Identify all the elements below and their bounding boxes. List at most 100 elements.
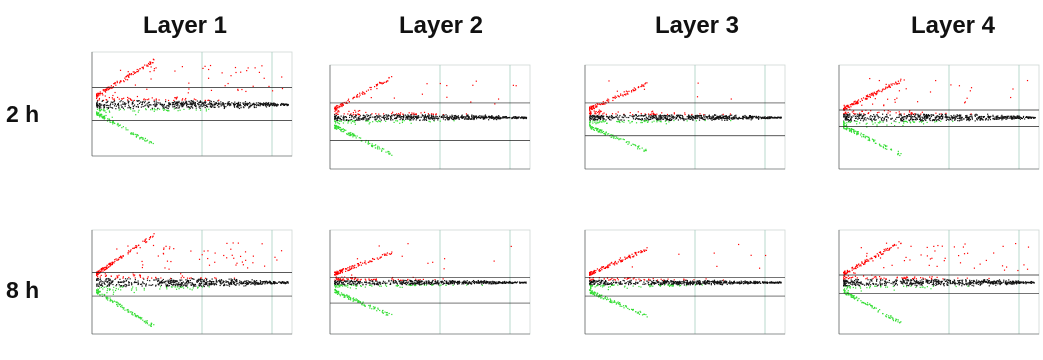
data-point [672, 116, 675, 118]
data-point [640, 120, 642, 122]
data-point [643, 119, 645, 121]
data-point [355, 287, 357, 290]
data-point [844, 117, 847, 119]
data-point [508, 117, 510, 119]
data-point [96, 100, 99, 102]
data-point [909, 109, 911, 112]
data-point [134, 314, 137, 316]
data-point [678, 116, 681, 119]
data-point [205, 110, 207, 112]
data-point [362, 93, 364, 95]
data-point [593, 105, 595, 107]
data-point [96, 96, 98, 98]
data-point [185, 281, 188, 283]
data-point [175, 288, 178, 290]
data-point [339, 279, 341, 281]
data-point [278, 281, 280, 283]
data-point [423, 117, 425, 120]
data-point [940, 114, 943, 116]
data-point [107, 107, 109, 110]
data-point [139, 137, 141, 139]
data-point [856, 133, 859, 135]
data-point [427, 117, 429, 119]
data-point [874, 92, 877, 95]
data-point [99, 116, 101, 118]
data-point [101, 100, 103, 102]
data-point [619, 119, 621, 121]
data-point [748, 118, 750, 120]
data-point [851, 111, 853, 113]
data-point [207, 250, 209, 252]
data-point [658, 115, 660, 117]
data-point [433, 120, 435, 122]
data-point [102, 270, 104, 272]
data-point [523, 116, 525, 118]
data-point [1002, 118, 1004, 120]
data-point [116, 277, 119, 279]
data-point [246, 282, 249, 284]
data-point [872, 139, 874, 141]
data-point [281, 103, 284, 105]
data-point [347, 113, 349, 115]
data-point [1013, 115, 1015, 117]
data-point [153, 108, 155, 110]
data-point [476, 117, 478, 119]
data-point [268, 105, 271, 107]
data-point [181, 101, 183, 103]
data-point [336, 109, 338, 111]
data-point [352, 96, 355, 99]
data-point [599, 103, 601, 105]
data-point [340, 284, 342, 286]
data-point [147, 99, 149, 101]
data-point [591, 126, 593, 128]
data-point [144, 240, 146, 243]
data-point [866, 94, 869, 96]
data-point [353, 121, 355, 123]
data-point [981, 117, 983, 120]
data-point [377, 308, 379, 310]
data-point [115, 105, 117, 107]
data-point [119, 124, 121, 126]
data-point [150, 104, 152, 106]
data-point [96, 101, 98, 104]
data-point [676, 116, 678, 118]
data-point [259, 104, 261, 106]
data-point [922, 123, 925, 125]
data-point [252, 255, 254, 257]
data-point [203, 285, 205, 288]
data-point [210, 282, 212, 285]
data-point [481, 282, 483, 284]
data-point [345, 285, 347, 287]
data-point [153, 279, 155, 281]
data-point [365, 119, 367, 121]
data-point [966, 119, 968, 121]
data-point [413, 118, 415, 120]
data-point [866, 135, 868, 138]
data-point [457, 116, 459, 119]
data-point [228, 278, 230, 280]
data-point [116, 96, 119, 98]
data-point [334, 126, 337, 128]
data-point [370, 144, 373, 147]
data-point [177, 107, 179, 109]
data-point [472, 84, 474, 86]
data-point [378, 146, 380, 148]
data-point [860, 134, 862, 136]
data-point [203, 101, 205, 104]
data-point [121, 256, 123, 258]
data-point [186, 103, 188, 105]
data-point [98, 105, 100, 107]
data-point [238, 107, 241, 110]
data-point [141, 66, 143, 69]
data-point [132, 133, 134, 135]
data-point [686, 116, 688, 118]
data-point [755, 115, 757, 117]
data-point [341, 105, 343, 108]
data-point [855, 102, 857, 105]
data-point [114, 82, 116, 84]
data-point [866, 122, 868, 124]
data-point [119, 101, 121, 103]
data-point [185, 285, 187, 287]
data-point [155, 285, 157, 287]
data-point [130, 73, 132, 75]
